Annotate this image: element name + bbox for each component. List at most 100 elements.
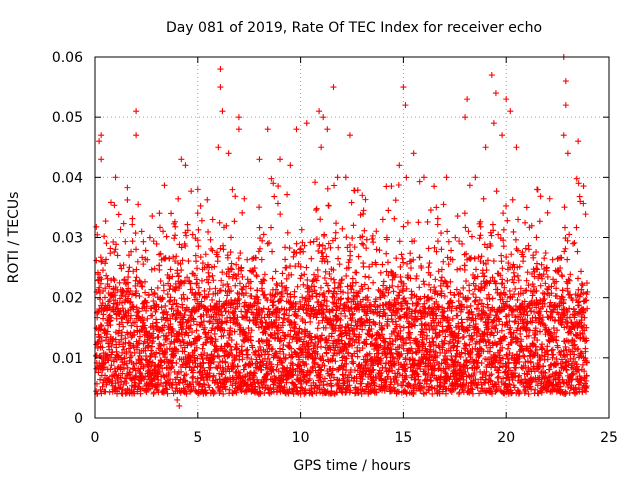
data-point <box>279 322 286 329</box>
data-point <box>500 226 507 233</box>
data-point <box>346 327 353 334</box>
data-point <box>191 340 198 347</box>
data-point <box>184 227 191 234</box>
data-point <box>390 288 397 295</box>
data-point <box>114 388 121 395</box>
data-point <box>296 325 303 332</box>
data-point <box>413 275 420 282</box>
data-point <box>167 266 174 273</box>
data-point <box>298 226 305 233</box>
data-point <box>261 271 268 278</box>
data-point <box>503 254 510 261</box>
data-point <box>129 215 136 222</box>
data-point <box>514 272 521 279</box>
data-point <box>190 318 197 325</box>
data-point <box>250 311 257 318</box>
data-point <box>246 370 253 377</box>
data-point <box>287 263 294 270</box>
data-point <box>192 252 199 259</box>
data-point <box>278 382 285 389</box>
data-point <box>403 174 410 181</box>
data-point <box>338 333 345 340</box>
data-point <box>128 312 135 319</box>
data-point <box>493 188 500 195</box>
data-point <box>416 284 423 291</box>
data-point <box>373 228 380 235</box>
data-point <box>340 363 347 370</box>
data-point <box>360 207 367 214</box>
data-point <box>98 258 105 265</box>
data-point <box>314 325 321 332</box>
data-point <box>251 265 258 272</box>
data-point <box>314 350 321 357</box>
data-point <box>426 260 433 267</box>
data-point <box>216 316 223 323</box>
data-point <box>177 310 184 317</box>
data-point <box>269 310 276 317</box>
data-point <box>321 258 328 265</box>
data-point <box>309 365 316 372</box>
data-point <box>365 274 372 281</box>
data-point <box>131 319 138 326</box>
data-point <box>319 249 326 256</box>
data-point <box>211 389 217 396</box>
data-point <box>217 388 224 395</box>
data-point <box>335 255 342 262</box>
data-point <box>345 350 352 357</box>
data-point <box>463 250 470 257</box>
data-point <box>285 390 292 397</box>
data-point <box>293 300 300 307</box>
data-point <box>281 384 288 391</box>
data-point <box>219 312 226 319</box>
data-point <box>227 249 234 256</box>
data-point <box>182 378 189 385</box>
data-point <box>175 195 182 202</box>
data-point <box>227 325 234 332</box>
data-point <box>153 316 160 323</box>
data-point <box>236 291 243 298</box>
data-point <box>103 256 110 263</box>
data-point <box>216 353 223 360</box>
data-point <box>207 236 214 243</box>
data-point <box>190 373 197 380</box>
data-point <box>438 274 445 281</box>
data-point <box>120 288 127 295</box>
data-point <box>194 210 201 217</box>
data-point <box>339 276 346 283</box>
data-point <box>233 346 240 353</box>
data-point <box>198 319 205 326</box>
data-point <box>264 370 271 377</box>
data-point <box>321 362 328 369</box>
data-point <box>189 329 196 336</box>
data-point <box>458 316 465 323</box>
data-point <box>115 211 122 218</box>
data-point <box>265 351 272 358</box>
data-point <box>210 358 217 365</box>
data-point <box>296 356 303 363</box>
data-point <box>279 359 286 366</box>
data-point <box>243 336 250 343</box>
data-point <box>278 305 285 312</box>
data-point <box>297 275 304 282</box>
data-point <box>224 342 231 349</box>
data-point <box>311 287 318 294</box>
data-point <box>347 252 354 259</box>
data-point <box>168 306 175 313</box>
data-point <box>533 249 540 256</box>
data-point <box>248 293 255 300</box>
data-point <box>198 277 205 284</box>
data-point <box>537 193 544 200</box>
data-point <box>160 389 167 396</box>
data-point <box>369 332 376 339</box>
data-point <box>366 319 373 326</box>
data-point <box>149 312 156 319</box>
data-point <box>125 252 132 259</box>
data-point <box>142 289 149 296</box>
data-point <box>282 355 289 362</box>
data-point <box>115 330 122 337</box>
data-point <box>96 290 103 297</box>
data-point <box>269 324 276 331</box>
data-point <box>137 333 144 340</box>
data-point <box>227 343 234 350</box>
data-point <box>122 309 129 316</box>
